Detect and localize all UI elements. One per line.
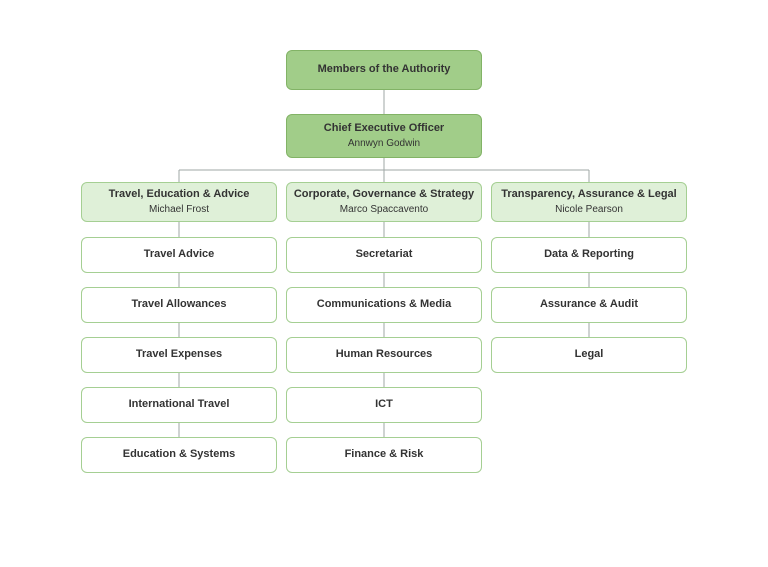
node-corporate-governance-strategy-unit-0: Secretariat [286,237,482,273]
node-travel-education-advice-subtitle: Michael Frost [149,204,209,217]
node-corporate-governance-strategy-unit-2: Human Resources [286,337,482,373]
org-chart: Members of the Authority Chief Executive … [0,0,768,567]
node-travel-education-advice-title: Travel, Education & Advice [109,188,250,202]
node-travel-education-advice-unit-4: Education & Systems [81,437,277,473]
node-corporate-governance-strategy-unit-3-title: ICT [375,398,393,412]
node-corporate-governance-strategy-unit-2-title: Human Resources [336,348,433,362]
node-corporate-governance-strategy-unit-1: Communications & Media [286,287,482,323]
node-travel-education-advice-unit-3: International Travel [81,387,277,423]
node-travel-education-advice-unit-2: Travel Expenses [81,337,277,373]
node-travel-education-advice-unit-2-title: Travel Expenses [136,348,222,362]
node-corporate-governance-strategy-unit-4: Finance & Risk [286,437,482,473]
node-transparency-assurance-legal-title: Transparency, Assurance & Legal [501,188,676,202]
node-travel-education-advice-unit-4-title: Education & Systems [123,448,235,462]
node-travel-education-advice-unit-3-title: International Travel [129,398,230,412]
node-travel-education-advice: Travel, Education & Advice Michael Frost [81,182,277,222]
node-corporate-governance-strategy-unit-1-title: Communications & Media [317,298,451,312]
node-transparency-assurance-legal-unit-2: Legal [491,337,687,373]
node-corporate-governance-strategy-subtitle: Marco Spaccavento [340,204,428,217]
node-transparency-assurance-legal-unit-1: Assurance & Audit [491,287,687,323]
node-transparency-assurance-legal-unit-0-title: Data & Reporting [544,248,634,262]
node-corporate-governance-strategy-title: Corporate, Governance & Strategy [294,188,474,202]
node-transparency-assurance-legal-unit-2-title: Legal [575,348,604,362]
node-travel-education-advice-unit-0: Travel Advice [81,237,277,273]
node-ceo-subtitle: Annwyn Godwin [348,138,420,151]
node-transparency-assurance-legal-unit-0: Data & Reporting [491,237,687,273]
node-travel-education-advice-unit-1-title: Travel Allowances [132,298,227,312]
node-ceo-title: Chief Executive Officer [324,122,444,136]
node-corporate-governance-strategy-unit-0-title: Secretariat [356,248,413,262]
node-authority: Members of the Authority [286,50,482,90]
node-corporate-governance-strategy-unit-4-title: Finance & Risk [345,448,424,462]
node-transparency-assurance-legal: Transparency, Assurance & Legal Nicole Pe… [491,182,687,222]
node-ceo: Chief Executive Officer Annwyn Godwin [286,114,482,158]
node-authority-title: Members of the Authority [318,63,451,77]
node-corporate-governance-strategy-unit-3: ICT [286,387,482,423]
node-transparency-assurance-legal-subtitle: Nicole Pearson [555,204,623,217]
node-corporate-governance-strategy: Corporate, Governance & Strategy Marco Sp… [286,182,482,222]
node-transparency-assurance-legal-unit-1-title: Assurance & Audit [540,298,638,312]
node-travel-education-advice-unit-0-title: Travel Advice [144,248,215,262]
node-travel-education-advice-unit-1: Travel Allowances [81,287,277,323]
